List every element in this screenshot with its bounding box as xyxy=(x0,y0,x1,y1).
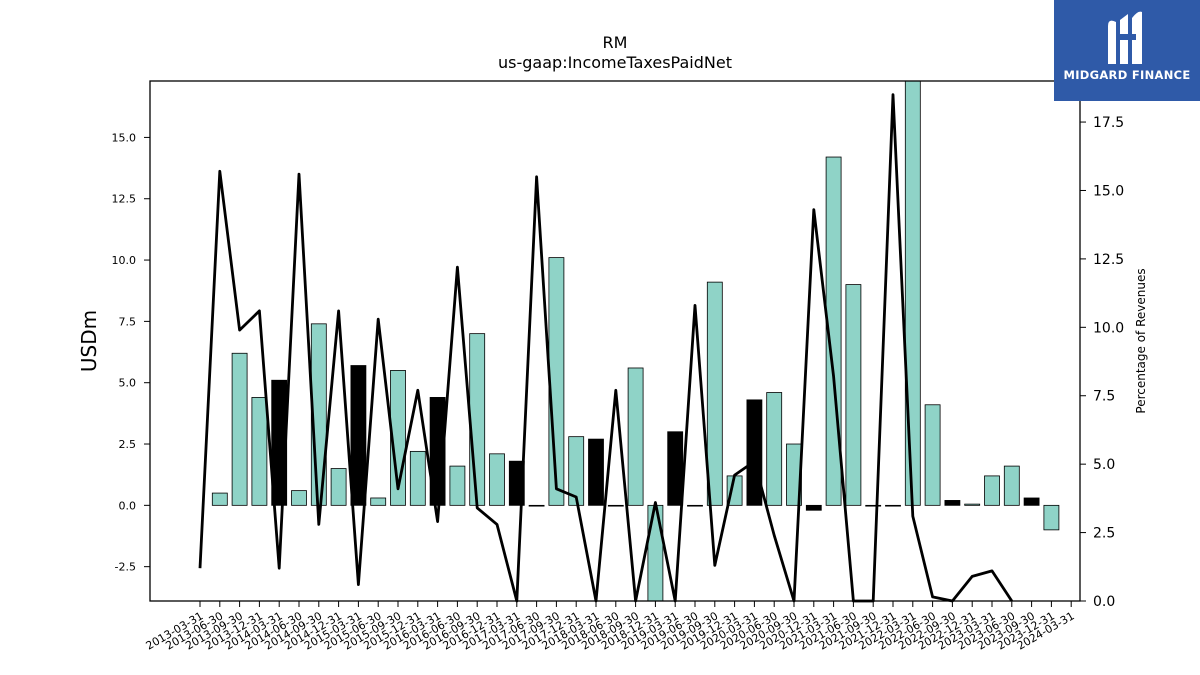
y-tick-label: 2.5 xyxy=(119,438,137,451)
y-tick-label: 5.0 xyxy=(119,377,137,390)
bar xyxy=(627,367,644,506)
brand-logo: MIDGARD FINANCE xyxy=(1054,0,1200,101)
y-tick-label: 12.5 xyxy=(112,193,137,206)
chart-title: RM xyxy=(603,33,628,52)
bar xyxy=(667,431,684,506)
bar xyxy=(568,436,585,506)
bar xyxy=(588,438,604,506)
bar xyxy=(964,503,981,506)
percentage-line xyxy=(198,93,1013,603)
bar xyxy=(1043,504,1060,531)
y2-tick-label: 7.5 xyxy=(1093,389,1115,405)
y2-tick-label: 12.5 xyxy=(1093,252,1124,268)
bar xyxy=(706,281,723,506)
y2-tick-label: 15.0 xyxy=(1093,183,1124,199)
y2-tick-label: 5.0 xyxy=(1093,457,1115,473)
y-tick-label: 0.0 xyxy=(119,499,137,512)
bar xyxy=(647,504,664,602)
bar xyxy=(746,399,763,506)
bar-series xyxy=(211,80,1060,602)
line-series xyxy=(198,93,1013,603)
bar xyxy=(865,504,882,507)
bar xyxy=(687,504,703,507)
bar xyxy=(330,468,347,506)
logo-mark-icon xyxy=(1108,11,1142,65)
bar xyxy=(489,453,505,506)
bar xyxy=(904,80,921,506)
bar xyxy=(251,397,268,506)
y-tick-label: -2.5 xyxy=(115,561,136,574)
y-axis-label: USDm xyxy=(77,310,101,372)
logo-text: MIDGARD FINANCE xyxy=(1063,68,1191,82)
chart-subtitle: us-gaap:IncomeTaxesPaidNet xyxy=(498,53,732,72)
bar xyxy=(924,404,941,506)
bar xyxy=(805,504,822,511)
bar xyxy=(291,490,307,506)
bar xyxy=(1023,497,1040,506)
bar xyxy=(984,475,1000,506)
bar xyxy=(1003,465,1020,506)
y-tick-label: 7.5 xyxy=(119,315,137,328)
bar xyxy=(528,504,545,507)
y2-axis-label: Percentage of Revenues xyxy=(1134,268,1148,413)
y-tick-label: 10.0 xyxy=(112,254,137,267)
bar xyxy=(766,392,783,506)
plot-frame xyxy=(149,80,1081,602)
y2-tick-label: 0.0 xyxy=(1093,594,1115,610)
bar xyxy=(409,450,426,506)
y-tick-label: 15.0 xyxy=(112,131,137,144)
y2-tick-label: 17.5 xyxy=(1093,115,1124,131)
y2-tick-label: 10.0 xyxy=(1093,320,1124,336)
bar xyxy=(885,504,901,507)
bar xyxy=(607,504,624,507)
bar xyxy=(845,284,862,506)
bar xyxy=(231,352,248,506)
bar xyxy=(944,500,961,506)
bar xyxy=(469,333,486,506)
y2-tick-label: 2.5 xyxy=(1093,526,1115,542)
bar xyxy=(449,465,466,506)
bar xyxy=(370,497,387,506)
y-axis-ticks: -2.5 0.0 2.5 5.0 7.5 10.0 12.5 15.0 xyxy=(112,131,150,574)
y2-axis-ticks: 0.0 2.5 5.0 7.5 10.0 12.5 15.0 17.5 xyxy=(1080,115,1124,610)
bar xyxy=(350,365,367,506)
x-axis-ticks: 2013-03-312013-06-302013-09-302013-12-31… xyxy=(144,601,1077,653)
bar xyxy=(211,492,228,506)
